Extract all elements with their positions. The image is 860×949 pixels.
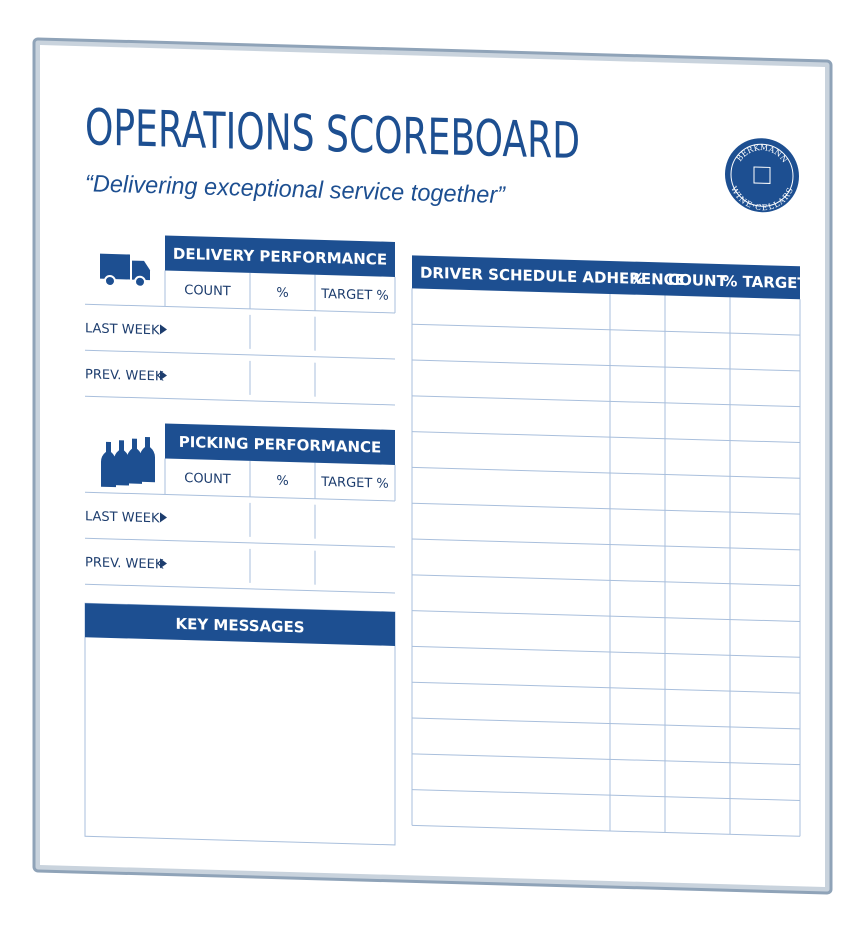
rule (85, 395, 395, 406)
rule (412, 610, 800, 622)
section-title: DELIVERY PERFORMANCE (173, 245, 387, 269)
rule (85, 537, 395, 548)
rule (412, 538, 800, 551)
section-title: KEY MESSAGES (175, 615, 304, 637)
rule (85, 583, 395, 594)
column-header: TARGET % (320, 475, 389, 492)
column-header: TARGET % (320, 287, 389, 304)
rule (412, 645, 800, 658)
rule (412, 359, 800, 372)
truck-icon (100, 253, 150, 288)
rule (85, 349, 395, 360)
column-header: % (276, 286, 288, 301)
section-header (165, 423, 395, 465)
rule (85, 491, 395, 502)
row-arrow (160, 512, 167, 523)
column-header: COUNT (184, 283, 231, 299)
rule (412, 502, 800, 515)
title: OPERATIONS SCOREBOARD (85, 98, 580, 170)
rule (412, 395, 800, 408)
row-arrow (160, 324, 167, 335)
rule (412, 681, 800, 694)
row-label: LAST WEEK (85, 321, 160, 338)
board-surface (40, 45, 825, 887)
rule (412, 466, 800, 479)
rule (412, 824, 800, 837)
rule (412, 717, 800, 730)
column-header: COUNT (668, 271, 727, 291)
rule (412, 323, 800, 336)
bottles-icon (101, 436, 155, 488)
column-header: % TARGET (722, 272, 808, 292)
section-header (412, 255, 800, 300)
rule (412, 431, 800, 443)
column-header: % (630, 270, 645, 288)
column-header: COUNT (184, 471, 231, 487)
section-header (165, 235, 395, 277)
section-title: PICKING PERFORMANCE (179, 433, 382, 457)
whiteboard: OPERATIONS SCOREBOARD “Delivering except… (32, 37, 833, 895)
row-label: PREV. WEEK (85, 555, 164, 572)
rule (412, 789, 800, 801)
grid-lines (85, 270, 801, 837)
row-arrow (160, 558, 167, 569)
tables: DELIVERY PERFORMANCE COUNT% TARGET % LAST W… (84, 235, 808, 846)
row-label: LAST WEEK (85, 509, 160, 526)
rule (85, 303, 395, 314)
column-header: % (276, 474, 288, 489)
row-label: PREV. WEEK (85, 367, 164, 384)
rule (412, 574, 800, 587)
section-header (85, 603, 395, 646)
rule (412, 753, 800, 766)
row-arrow (160, 370, 167, 381)
